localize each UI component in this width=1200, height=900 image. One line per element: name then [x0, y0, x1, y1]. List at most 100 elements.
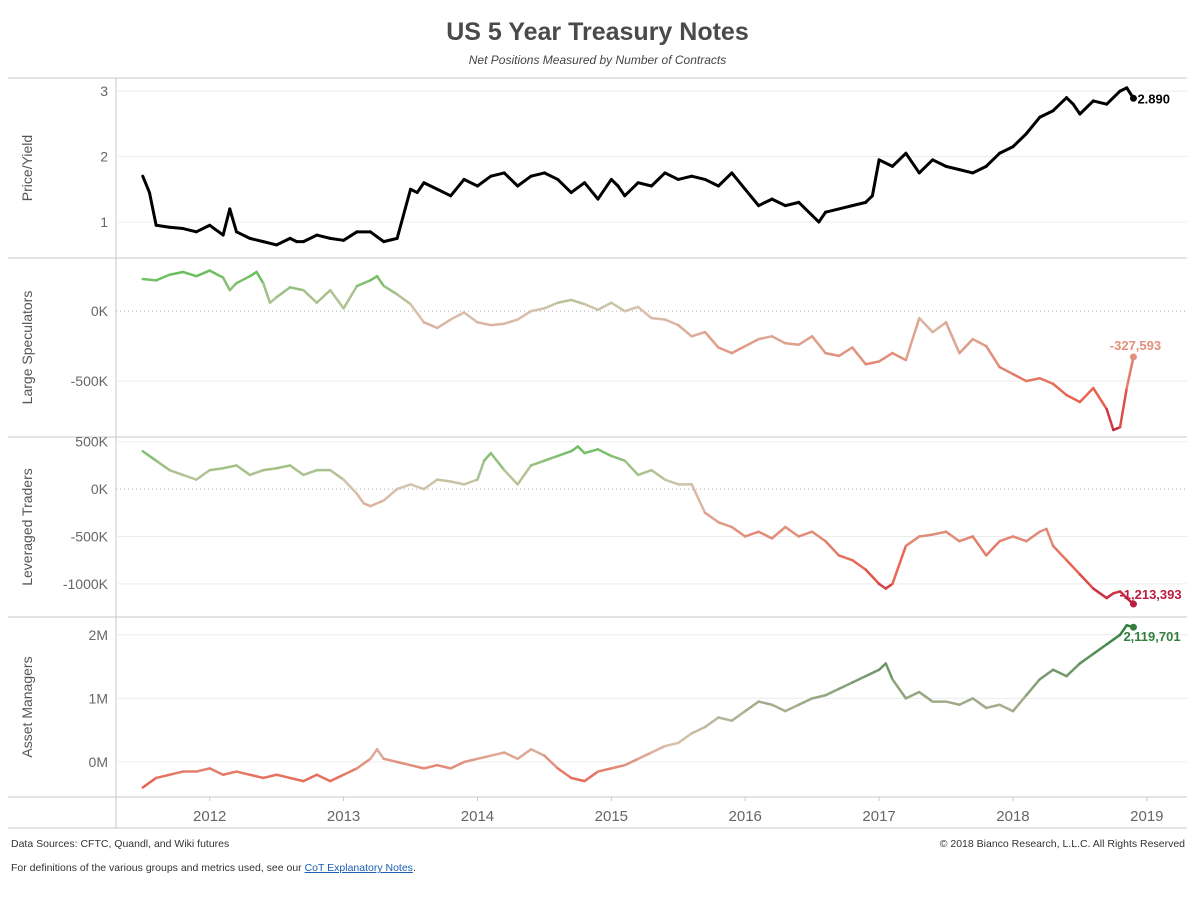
- series-segment: [1092, 643, 1108, 656]
- cot-notes-link[interactable]: CoT Explanatory Notes: [304, 862, 413, 874]
- series-segment: [609, 177, 620, 188]
- series-segment: [663, 478, 680, 486]
- series-segment: [998, 145, 1015, 155]
- series-segment: [462, 757, 479, 764]
- series-segment: [864, 668, 881, 678]
- series-segment: [502, 751, 519, 761]
- series-segment: [369, 748, 379, 761]
- series-segment: [543, 301, 560, 310]
- series-segment: [1065, 662, 1082, 678]
- last-value-marker: [1129, 353, 1137, 361]
- series-segment: [757, 530, 774, 540]
- series-segment: [529, 171, 546, 178]
- series-segment: [870, 158, 881, 198]
- series-segment: [944, 321, 961, 355]
- series-segment: [998, 703, 1015, 713]
- series-segment: [904, 316, 921, 362]
- series-segment: [636, 181, 653, 188]
- series-segment: [851, 558, 867, 571]
- series-segment: [369, 499, 385, 508]
- series-segment: [904, 151, 921, 175]
- series-segment: [690, 483, 707, 515]
- series-segment: [147, 191, 158, 227]
- series-segment: [904, 535, 921, 548]
- series-segment: [422, 763, 439, 770]
- series-segment: [1078, 386, 1095, 404]
- series-segment: [891, 544, 908, 586]
- series-segment: [1118, 590, 1129, 600]
- series-segment: [864, 568, 881, 586]
- series-segment: [717, 521, 734, 529]
- series-segment: [810, 530, 827, 543]
- series-segment: [851, 346, 867, 366]
- series-segment: [797, 335, 814, 346]
- series-segment: [248, 468, 265, 477]
- series-segment: [1051, 668, 1068, 678]
- data-sources-note: Data Sources: CFTC, Quandl, and Wiki fut…: [11, 838, 230, 850]
- series-segment: [850, 200, 868, 208]
- series-segment: [476, 459, 486, 481]
- x-tick-label: 2014: [461, 808, 494, 825]
- series-segment: [944, 164, 961, 172]
- series-segment: [1038, 668, 1055, 681]
- series-segment: [342, 230, 359, 242]
- copyright-note: © 2018 Bianco Research, L.L.C. All Right…: [939, 838, 1185, 850]
- series-segment: [730, 171, 747, 191]
- series-segment: [235, 274, 252, 285]
- series-segment: [328, 236, 346, 242]
- series-segment: [422, 321, 439, 330]
- series-segment: [375, 274, 385, 288]
- series-segment: [984, 539, 1001, 557]
- series-segment: [368, 230, 386, 244]
- x-tick-label: 2017: [862, 808, 895, 825]
- series-segment: [315, 233, 332, 240]
- y-tick-label: -500K: [71, 528, 109, 544]
- series-segment: [616, 184, 627, 198]
- series-segment: [877, 158, 894, 168]
- series-segment: [275, 773, 292, 780]
- series-segment: [382, 236, 399, 244]
- series-segment: [449, 311, 466, 321]
- series-segment: [422, 181, 439, 191]
- last-value-label: 2,119,701: [1123, 629, 1180, 644]
- series-segment: [436, 318, 452, 330]
- series-segment: [502, 468, 519, 486]
- series-segment: [342, 478, 359, 496]
- series-segment: [235, 464, 252, 477]
- series-segment: [770, 703, 787, 713]
- series-segment: [168, 225, 185, 231]
- series-segment: [757, 335, 774, 341]
- series-segment: [476, 321, 493, 327]
- series-segment: [1118, 624, 1129, 637]
- series-segment: [409, 483, 426, 491]
- series-segment: [328, 288, 345, 310]
- series-segment: [1011, 132, 1028, 149]
- series-segment: [583, 770, 600, 783]
- last-value-label: -327,593: [1110, 338, 1161, 353]
- series-segment: [690, 174, 707, 181]
- series-segment: [315, 288, 332, 304]
- series-segment: [918, 533, 934, 538]
- series-segment: [984, 344, 1001, 369]
- series-segment: [676, 174, 694, 181]
- series-segment: [569, 181, 587, 195]
- series-segment: [168, 468, 185, 477]
- series-segment: [208, 767, 225, 776]
- series-segment: [262, 467, 278, 472]
- series-segment: [891, 678, 908, 700]
- series-segment: [1065, 96, 1075, 106]
- y-tick-label: 3: [100, 83, 108, 99]
- series-segment: [395, 760, 412, 767]
- series-segment: [650, 316, 667, 321]
- series-segment: [1011, 372, 1028, 383]
- series-segment: [998, 535, 1015, 543]
- series-segment: [301, 233, 319, 244]
- series-segment: [716, 171, 734, 188]
- series-segment: [663, 741, 680, 748]
- series-segment: [489, 322, 506, 327]
- series-segment: [449, 760, 466, 770]
- series-segment: [475, 174, 493, 188]
- series-segment: [569, 445, 580, 453]
- series-segment: [395, 187, 413, 240]
